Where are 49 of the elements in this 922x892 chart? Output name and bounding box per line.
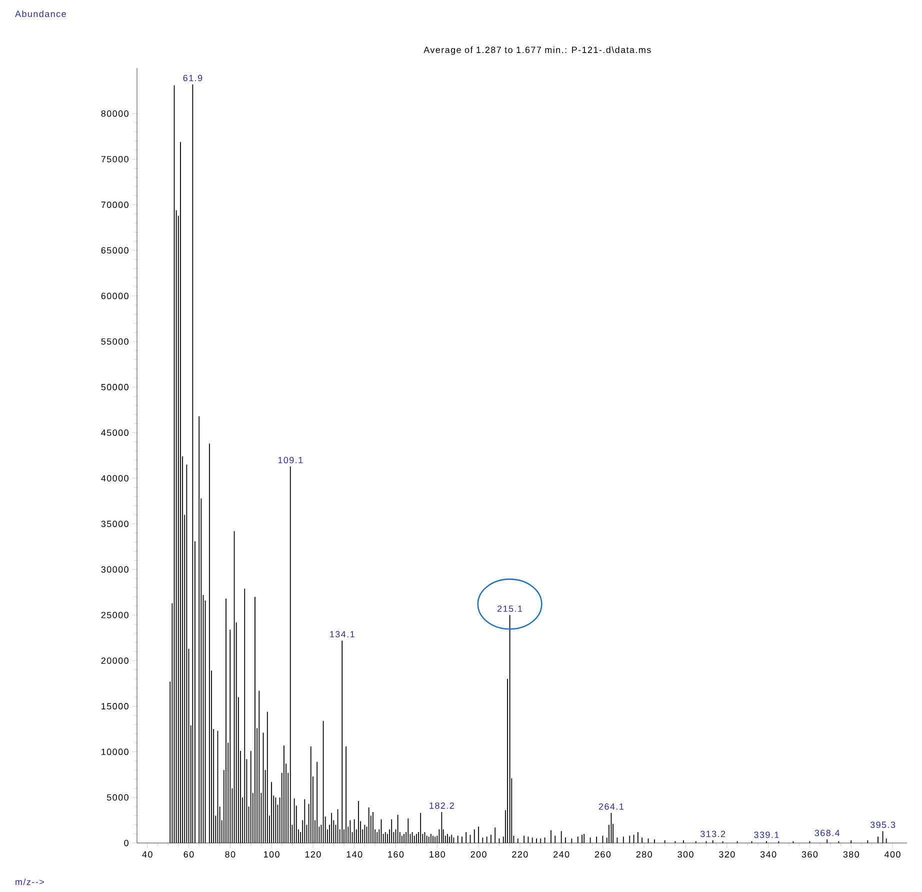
- annotation: 395.3: [870, 822, 896, 828]
- annotation: 368.4: [814, 830, 840, 836]
- x-tick-label: 120: [305, 851, 321, 858]
- annotation: 313.2: [700, 830, 726, 838]
- annotation: 109.1: [278, 456, 303, 464]
- x-tick-label: 320: [719, 851, 735, 858]
- y-tick-label: 40000: [101, 475, 128, 482]
- y-tick-label: 50000: [101, 384, 128, 390]
- x-tick-label: 160: [388, 851, 404, 858]
- x-tick-label: 220: [512, 851, 528, 858]
- x-tick-label: 260: [594, 851, 611, 858]
- y-tick-label: 45000: [101, 430, 128, 436]
- y-tick-label: 75000: [101, 156, 128, 162]
- y-tick-label: 25000: [101, 612, 128, 618]
- chart-title: Average of 1.287 to 1.677 min.: P-121-.d\data.ms: [424, 46, 651, 55]
- y-tick-label: 10000: [102, 748, 128, 756]
- y-tick-label: 55000: [101, 338, 128, 345]
- annotation: 61.9: [183, 74, 202, 82]
- x-tick-label: 300: [678, 851, 694, 858]
- x-tick-label: 380: [843, 851, 859, 858]
- x-tick-label: 80: [225, 851, 236, 858]
- y-tick-label: 80000: [101, 110, 128, 117]
- x-tick-label: 60: [184, 851, 194, 858]
- y-tick-label: 15000: [102, 703, 128, 710]
- annotation: 134.1: [330, 631, 354, 638]
- x-tick-label: 400: [884, 851, 900, 858]
- y-tick-label: 5000: [106, 794, 128, 801]
- x-tick-label: 240: [554, 851, 570, 858]
- annotation: 215.1: [498, 606, 522, 612]
- y-tick-label: 30000: [101, 566, 128, 573]
- x-tick-label: 140: [346, 851, 362, 858]
- x-tick-label: 180: [430, 851, 446, 858]
- text: Abundance: [15, 10, 66, 18]
- x-tick-label: 280: [636, 851, 652, 858]
- x-tick-label: 40: [142, 851, 152, 858]
- x-tick-label: 360: [802, 851, 818, 858]
- y-tick-label: 65000: [101, 247, 128, 254]
- y-tick-label: 60000: [101, 292, 128, 300]
- y-tick-label: 70000: [101, 202, 128, 208]
- annotation: 264.1: [598, 803, 624, 810]
- y-tick-label: 35000: [101, 520, 128, 528]
- annotation: 339.1: [754, 832, 779, 838]
- annotation: 182.2: [430, 802, 454, 809]
- text: m/z-->: [16, 878, 44, 886]
- x-tick-label: 340: [760, 851, 776, 858]
- x-tick-label: 100: [264, 851, 280, 858]
- y-tick-label: 20000: [101, 657, 128, 664]
- x-tick-label: 200: [470, 851, 486, 858]
- y-tick-label: 0: [124, 840, 128, 846]
